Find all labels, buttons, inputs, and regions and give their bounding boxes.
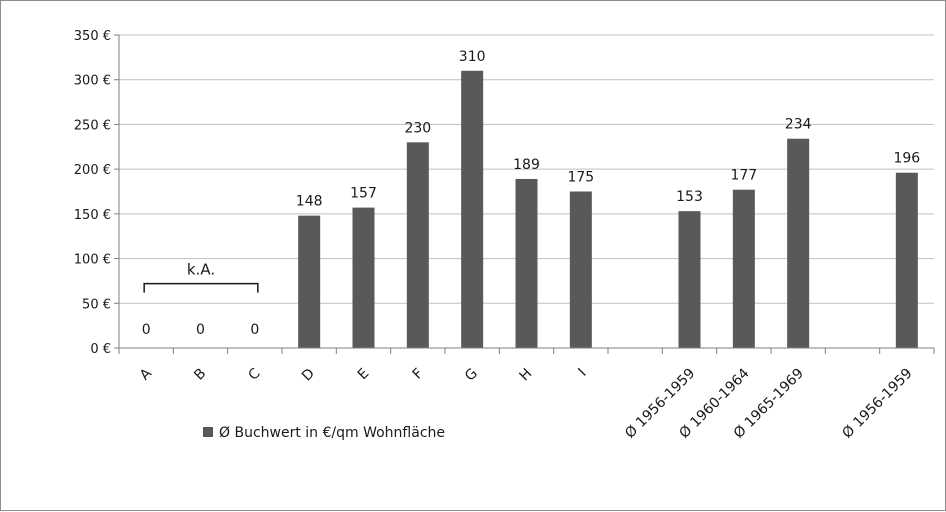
x-tick-label: A xyxy=(137,365,155,383)
data-label: 148 xyxy=(296,194,323,210)
y-axis-tick-labels: 0 € 50 € 100 € 150 € 200 € 250 € 300 € 350 € xyxy=(74,29,111,357)
annotations: k.A. xyxy=(143,261,259,293)
x-tick-label: Ø 1956-1959 xyxy=(839,366,915,442)
data-label: 230 xyxy=(404,120,431,136)
x-tick-label: G xyxy=(462,366,481,385)
data-label: 177 xyxy=(730,168,757,184)
x-tick-label: I xyxy=(575,366,589,380)
x-tick-label: D xyxy=(299,366,318,385)
x-tick-label: C xyxy=(245,365,263,383)
bar xyxy=(732,189,755,348)
data-label: 0 xyxy=(142,322,151,338)
annotation-bracket xyxy=(143,282,259,293)
bar xyxy=(569,191,592,348)
bar xyxy=(515,178,538,348)
data-label: 189 xyxy=(513,157,540,173)
data-label: 196 xyxy=(893,151,920,167)
data-label: 153 xyxy=(676,189,703,205)
bar xyxy=(298,215,321,348)
y-tick-label: 300 € xyxy=(74,74,111,89)
x-tick-label: F xyxy=(410,366,427,383)
x-axis xyxy=(118,35,935,354)
data-labels: 0 0 0 148 157 230 310 189 175 153 177 234 196 xyxy=(142,49,921,338)
bar xyxy=(787,138,810,348)
data-label: 0 xyxy=(196,322,205,338)
legend-label: Ø Buchwert in €/qm Wohnfläche xyxy=(219,425,445,441)
bar xyxy=(406,142,429,348)
y-tick-label: 150 € xyxy=(74,208,111,223)
bar xyxy=(678,211,701,348)
y-tick-label: 100 € xyxy=(74,253,111,268)
data-label: 175 xyxy=(567,170,594,186)
legend-swatch xyxy=(203,427,213,437)
y-tick-label: 0 € xyxy=(90,342,111,357)
x-tick-label: H xyxy=(517,366,536,385)
y-tick-label: 350 € xyxy=(74,29,111,44)
legend: Ø Buchwert in €/qm Wohnfläche xyxy=(203,425,445,441)
x-tick-label: E xyxy=(355,366,373,384)
bar xyxy=(895,172,918,348)
y-tick-label: 200 € xyxy=(74,163,111,178)
data-label: 0 xyxy=(250,322,259,338)
data-label: 310 xyxy=(459,49,486,65)
data-label: 157 xyxy=(350,186,377,202)
x-tick-label: B xyxy=(191,366,209,384)
bars xyxy=(298,70,918,349)
y-tick-label: 250 € xyxy=(74,118,111,133)
data-label: 234 xyxy=(785,117,812,133)
bar xyxy=(352,207,375,348)
annotation-label: k.A. xyxy=(187,261,215,279)
bar xyxy=(461,70,484,349)
y-tick-label: 50 € xyxy=(82,297,111,312)
